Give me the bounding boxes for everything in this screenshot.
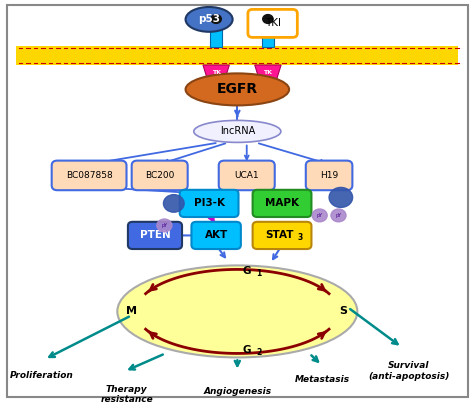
- Bar: [16, 46, 458, 65]
- Text: TK: TK: [264, 70, 273, 75]
- Circle shape: [329, 187, 353, 207]
- Text: Therapy
resistance: Therapy resistance: [100, 384, 153, 404]
- Text: M: M: [126, 306, 137, 317]
- Text: TK: TK: [212, 70, 221, 75]
- Text: G: G: [243, 266, 251, 276]
- Polygon shape: [203, 65, 229, 80]
- Text: AKT: AKT: [204, 230, 228, 240]
- Text: Survival
(anti-apoptosis): Survival (anti-apoptosis): [368, 362, 450, 381]
- Circle shape: [312, 209, 327, 222]
- Text: H19: H19: [320, 171, 338, 180]
- Text: S: S: [339, 306, 347, 317]
- Text: BC087858: BC087858: [66, 171, 112, 180]
- Ellipse shape: [185, 73, 289, 106]
- Text: TKI: TKI: [264, 18, 281, 28]
- Text: BC200: BC200: [145, 171, 174, 180]
- FancyBboxPatch shape: [52, 161, 127, 190]
- FancyBboxPatch shape: [180, 190, 238, 217]
- Text: PI3-K: PI3-K: [193, 198, 225, 209]
- Circle shape: [157, 219, 172, 232]
- Circle shape: [263, 15, 273, 23]
- Circle shape: [164, 195, 184, 212]
- Text: STAT: STAT: [265, 230, 294, 240]
- Text: pY: pY: [317, 213, 323, 218]
- Ellipse shape: [118, 265, 357, 357]
- Text: Proliferation: Proliferation: [10, 371, 74, 380]
- FancyBboxPatch shape: [306, 161, 352, 190]
- Text: pY: pY: [336, 213, 342, 218]
- FancyBboxPatch shape: [253, 222, 311, 249]
- FancyBboxPatch shape: [248, 9, 297, 37]
- FancyBboxPatch shape: [128, 222, 182, 249]
- FancyBboxPatch shape: [219, 161, 275, 190]
- Circle shape: [331, 209, 346, 222]
- FancyBboxPatch shape: [253, 190, 311, 217]
- Text: UCA1: UCA1: [235, 171, 259, 180]
- Text: lncRNA: lncRNA: [220, 126, 255, 137]
- FancyBboxPatch shape: [191, 222, 241, 249]
- FancyBboxPatch shape: [132, 161, 188, 190]
- Text: EGFR: EGFR: [217, 82, 258, 97]
- Text: PTEN: PTEN: [140, 230, 170, 240]
- Ellipse shape: [185, 7, 233, 32]
- Text: G: G: [243, 345, 251, 355]
- Text: 3: 3: [297, 233, 302, 242]
- Text: Metastasis: Metastasis: [294, 375, 350, 384]
- FancyBboxPatch shape: [210, 20, 222, 47]
- Text: pY: pY: [161, 223, 167, 228]
- FancyBboxPatch shape: [7, 5, 468, 398]
- FancyBboxPatch shape: [262, 20, 274, 47]
- Ellipse shape: [194, 120, 281, 142]
- Text: 2: 2: [256, 348, 261, 357]
- Text: MAPK: MAPK: [265, 198, 299, 209]
- Circle shape: [211, 15, 221, 23]
- Text: Angiogenesis: Angiogenesis: [203, 387, 272, 396]
- Text: 1: 1: [256, 269, 261, 278]
- Polygon shape: [255, 65, 281, 80]
- Text: p53: p53: [198, 14, 220, 25]
